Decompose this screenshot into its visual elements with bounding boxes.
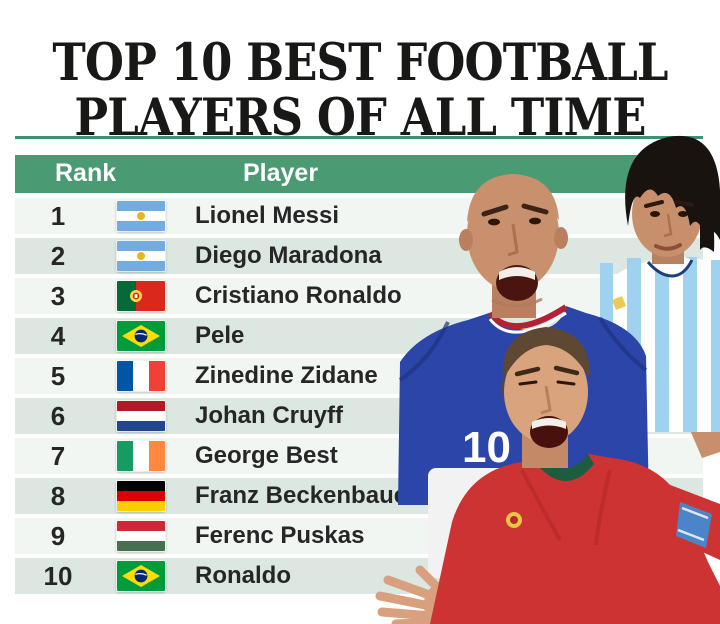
rank-cell: 6 xyxy=(50,400,66,431)
table-row: 3 Cristiano Ronaldo xyxy=(15,278,703,314)
rank-cell: 9 xyxy=(50,520,66,551)
player-name: George Best xyxy=(195,442,338,469)
ireland-flag-icon xyxy=(117,441,165,471)
table-row: 4 Pele xyxy=(15,318,703,354)
header-rank: Rank xyxy=(55,159,117,187)
table-row: 9 Ferenc Puskas xyxy=(15,518,703,554)
rank-cell: 5 xyxy=(50,360,66,391)
table-row: 6 Johan Cruyff xyxy=(15,398,703,434)
netherlands-flag-icon xyxy=(117,401,165,431)
table-row: 8 Franz Beckenbauer xyxy=(15,478,703,514)
france-flag-icon xyxy=(117,361,165,391)
page-title: TOP 10 BEST FOOTBALL PLAYERS OF ALL TIME xyxy=(0,36,720,146)
rank-cell: 4 xyxy=(50,320,66,351)
table-row: 7 George Best xyxy=(15,438,703,474)
header-player: Player xyxy=(243,159,319,187)
rank-cell: 2 xyxy=(50,240,66,271)
table-row: 10 Ronaldo xyxy=(15,558,703,594)
player-name: Ronaldo xyxy=(195,562,291,589)
player-name: Lionel Messi xyxy=(195,202,340,229)
player-name: Franz Beckenbauer xyxy=(195,482,417,509)
rank-cell: 10 xyxy=(43,560,73,591)
rank-cell: 7 xyxy=(50,440,66,471)
argentina-flag-icon xyxy=(117,241,165,271)
title-divider xyxy=(15,136,703,139)
brazil-flag-icon xyxy=(117,321,165,351)
rank-cell: 3 xyxy=(50,280,66,311)
player-name: Cristiano Ronaldo xyxy=(195,282,402,309)
portugal-flag-icon xyxy=(117,281,165,311)
table-body: 1 Lionel Messi 2 Diego Maradona 3 Cristi… xyxy=(15,198,703,598)
player-name: Johan Cruyff xyxy=(195,402,344,429)
table-row: 5 Zinedine Zidane xyxy=(15,358,703,394)
rank-cell: 8 xyxy=(50,480,66,511)
player-name: Ferenc Puskas xyxy=(195,522,365,549)
rank-cell: 1 xyxy=(50,200,66,231)
player-name: Pele xyxy=(195,322,245,349)
table-row: 2 Diego Maradona xyxy=(15,238,703,274)
argentina-flag-icon xyxy=(117,201,165,231)
player-name: Diego Maradona xyxy=(195,242,382,269)
germany-flag-icon xyxy=(117,481,165,511)
brazil-flag-icon xyxy=(117,561,165,591)
table-header: Rank Player xyxy=(15,155,703,193)
player-name: Zinedine Zidane xyxy=(195,362,378,389)
title-line-1: TOP 10 BEST FOOTBALL xyxy=(52,33,668,94)
hungary-flag-icon xyxy=(117,521,165,551)
table-row: 1 Lionel Messi xyxy=(15,198,703,234)
